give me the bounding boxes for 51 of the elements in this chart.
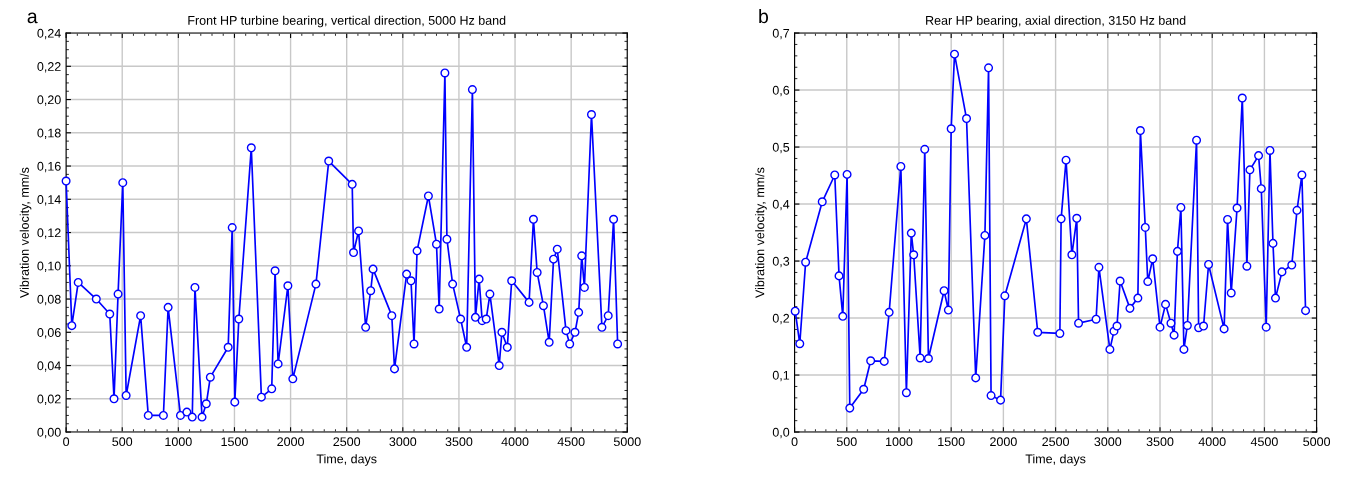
y-tick-label: 0,00 bbox=[37, 427, 61, 439]
x-tick-label: 3500 bbox=[445, 437, 473, 447]
y-tick-label: 0,24 bbox=[37, 28, 61, 40]
x-tick-label: 1000 bbox=[165, 437, 192, 447]
x-tick-label: 2500 bbox=[1042, 437, 1070, 447]
x-tick-label: 1500 bbox=[938, 437, 965, 447]
y-tick-label: 0,10 bbox=[37, 261, 61, 272]
y-tick-label: 0,7 bbox=[772, 28, 790, 40]
y-tick-label: 0,16 bbox=[37, 161, 61, 173]
y-tick-label: 0,3 bbox=[772, 256, 790, 268]
x-tick-label: 1000 bbox=[886, 437, 913, 447]
chart-title: Rear HP bearing, axial direction, 3150 Hz band bbox=[926, 15, 1186, 28]
x-tick-label: 4500 bbox=[1250, 437, 1278, 447]
y-axis-title: Vibration velocity, mm/s bbox=[755, 167, 767, 298]
x-tick-label: 2000 bbox=[990, 437, 1017, 447]
x-axis-title: Time, days bbox=[316, 454, 377, 466]
y-tick-label: 0,2 bbox=[772, 313, 790, 325]
y-tick-label: 0,06 bbox=[37, 328, 61, 339]
x-tick-label: 2000 bbox=[277, 437, 304, 447]
y-tick-label: 0,0 bbox=[772, 427, 790, 439]
x-tick-label: 4000 bbox=[1198, 437, 1226, 447]
x-tick-label: 3000 bbox=[1094, 437, 1122, 447]
x-tick-label: 4000 bbox=[501, 437, 529, 447]
y-tick-label: 0,02 bbox=[37, 394, 61, 405]
x-tick-label: 3000 bbox=[389, 437, 417, 447]
x-tick-label: 500 bbox=[836, 437, 857, 447]
y-tick-label: 0,08 bbox=[37, 294, 61, 306]
x-axis-title: Time, days bbox=[1025, 454, 1086, 466]
x-tick-label: 0 bbox=[791, 437, 798, 447]
chart-title: Front HP turbine bearing, vertical direction, 5000 Hz band bbox=[188, 15, 506, 28]
x-tick-label: 2500 bbox=[333, 437, 361, 447]
y-axis-title: Vibration velocity, mm/s bbox=[19, 167, 32, 298]
y-tick-label: 0,6 bbox=[772, 85, 790, 97]
x-tick-label: 4500 bbox=[557, 437, 585, 447]
y-tick-label: 0,18 bbox=[37, 128, 61, 139]
text: b bbox=[759, 8, 769, 24]
y-tick-label: 0,04 bbox=[37, 361, 61, 372]
y-tick-label: 0,5 bbox=[772, 142, 790, 154]
y-tick-label: 0,14 bbox=[37, 195, 61, 206]
text: a bbox=[27, 12, 38, 24]
y-tick-label: 0,22 bbox=[37, 62, 61, 73]
x-tick-label: 1500 bbox=[221, 437, 248, 447]
y-tick-label: 0,12 bbox=[37, 228, 61, 239]
y-tick-label: 0,1 bbox=[772, 370, 790, 382]
y-tick-label: 0,20 bbox=[37, 95, 61, 106]
x-tick-label: 3500 bbox=[1146, 437, 1174, 447]
x-tick-label: 0 bbox=[63, 437, 70, 447]
x-tick-label: 5000 bbox=[613, 437, 641, 447]
x-tick-label: 500 bbox=[112, 437, 133, 447]
x-tick-label: 5000 bbox=[1303, 437, 1331, 447]
y-tick-label: 0,4 bbox=[772, 199, 790, 211]
